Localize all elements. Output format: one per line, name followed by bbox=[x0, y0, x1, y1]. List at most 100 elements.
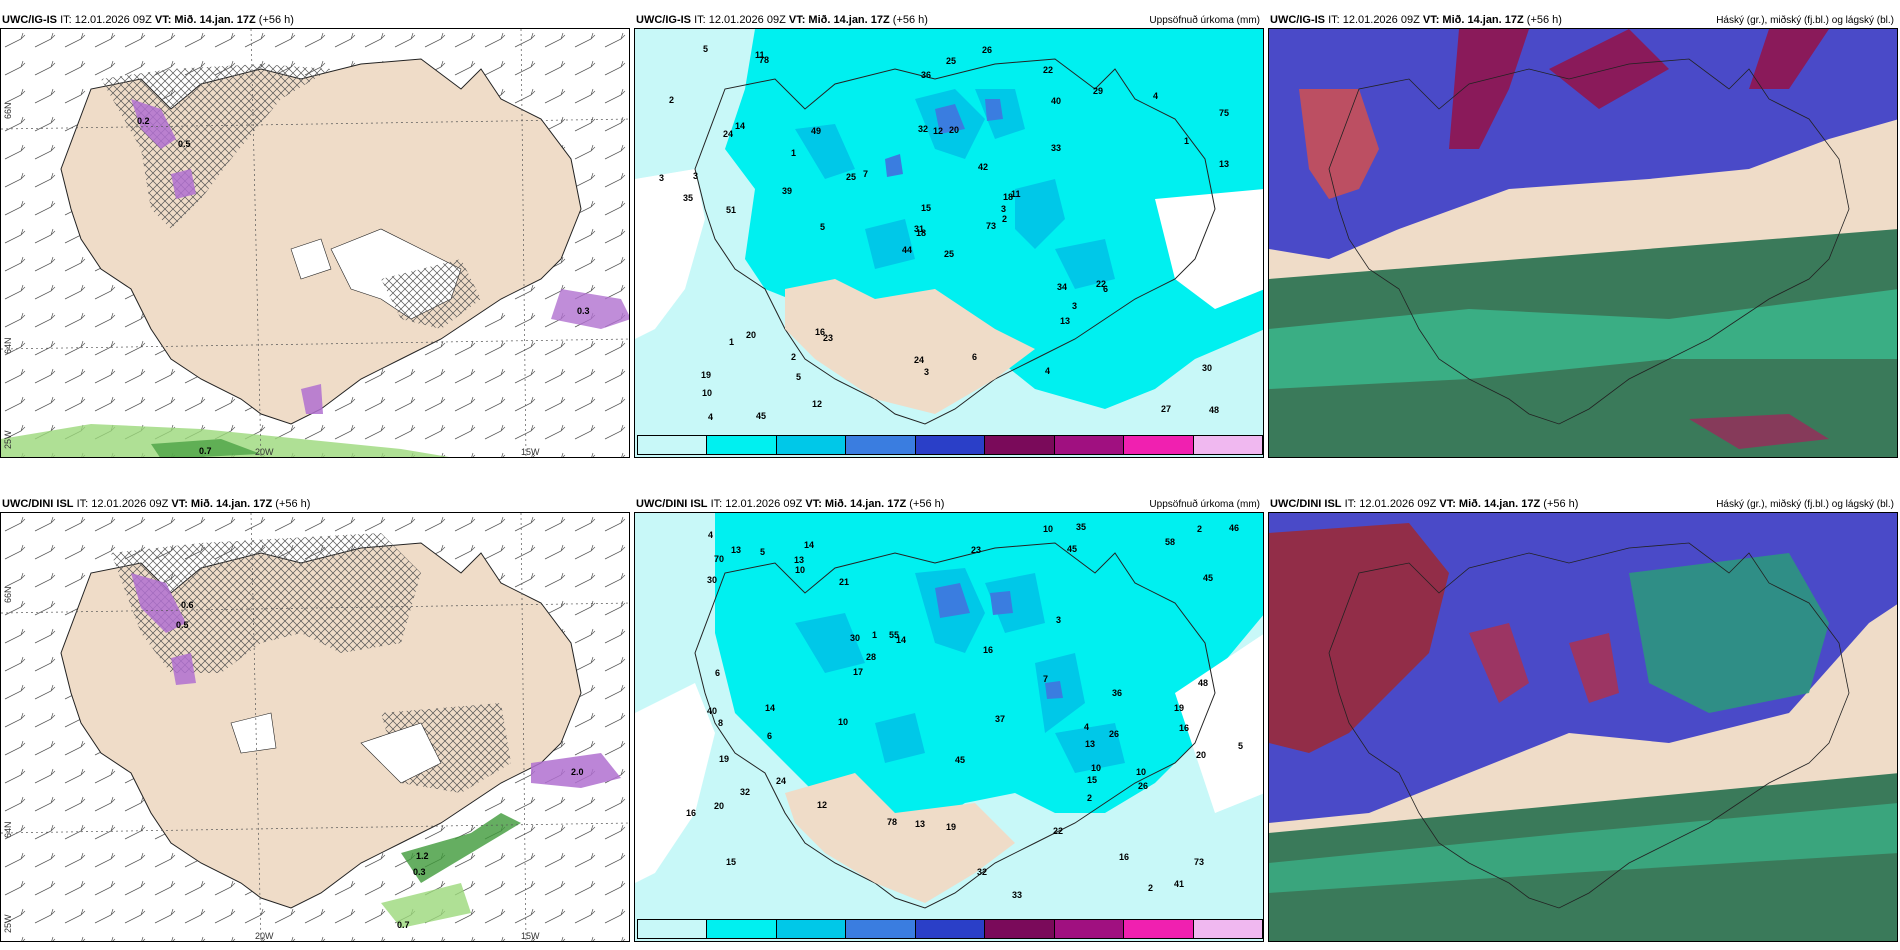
precip-value: 13 bbox=[1219, 159, 1229, 169]
precip-value: 23 bbox=[971, 545, 981, 555]
colorbar-swatch: 1 bbox=[638, 436, 708, 457]
panel-header: UWC/IG-IS IT: 12.01.2026 09Z VT: Mið. 14… bbox=[1270, 14, 1562, 26]
colorbar-tick: 200 bbox=[1124, 456, 1139, 457]
precip-values: 1316151414162045303330407073784845375524… bbox=[686, 522, 1243, 900]
precip-value: 11 bbox=[1011, 189, 1021, 199]
precip-value: 19 bbox=[701, 370, 711, 380]
precip-value: 32 bbox=[918, 124, 928, 134]
wind-map: 0.7 0.5 0.3 0.2 66N 64N 25W 20W 15W bbox=[0, 28, 630, 458]
colorbar-tick: 50 bbox=[846, 940, 856, 941]
colorbar-tick: 50 bbox=[846, 456, 856, 457]
colorbar-swatch: 75 bbox=[915, 436, 986, 457]
precip-value: 15 bbox=[921, 203, 931, 213]
precip-value: 36 bbox=[921, 70, 931, 80]
precip-value: 48 bbox=[1198, 678, 1208, 688]
wind-map-graphic: 0.7 2.0 0.5 0.6 0.3 1.2 bbox=[1, 513, 629, 941]
precip-value: 41 bbox=[1174, 879, 1184, 889]
precip-value: 37 bbox=[995, 714, 1005, 724]
precip-value: 13 bbox=[731, 545, 741, 555]
precip-value: 33 bbox=[1051, 143, 1061, 153]
colorbar-swatch: 200 bbox=[1124, 920, 1194, 941]
precip-value: 4 bbox=[1045, 366, 1050, 376]
precip-value: 10 bbox=[702, 388, 712, 398]
lon-label: 15W bbox=[521, 447, 540, 457]
precip-value: 44 bbox=[902, 245, 912, 255]
lon-label: 15W bbox=[521, 931, 540, 941]
colorbar-swatch: 50 bbox=[846, 436, 916, 457]
precip-value: 34 bbox=[1057, 282, 1067, 292]
precip-value: 17 bbox=[853, 667, 863, 677]
panel-header: UWC/IG-IS IT: 12.01.2026 09Z VT: Mið. 14… bbox=[2, 14, 294, 26]
precip-value: 46 bbox=[1229, 523, 1239, 533]
colorbar-tick: 10 bbox=[707, 456, 717, 457]
precip-value: 45 bbox=[756, 411, 766, 421]
precip-value: 8 bbox=[718, 718, 723, 728]
colorbar-tick: 1 bbox=[638, 940, 643, 941]
colorbar-tick: 25 bbox=[777, 940, 787, 941]
precip-value: 24 bbox=[776, 776, 786, 786]
precip-value: 4 bbox=[1153, 91, 1158, 101]
precip-value: 24 bbox=[914, 355, 924, 365]
precip-value: 5 bbox=[1238, 741, 1243, 751]
panel-header: UWC/DINI ISL IT: 12.01.2026 09Z VT: Mið.… bbox=[636, 498, 945, 510]
precip-map-graphic: 1316151414162045303330407073784845375524… bbox=[635, 513, 1263, 941]
wind-value: 0.5 bbox=[176, 620, 189, 630]
lon-label: 20W bbox=[255, 931, 274, 941]
precip-value: 5 bbox=[796, 372, 801, 382]
wind-value: 0.5 bbox=[178, 139, 191, 149]
precip-value: 75 bbox=[1219, 108, 1229, 118]
precip-value: 1 bbox=[791, 148, 796, 158]
lat-label: 64N bbox=[3, 821, 13, 838]
colorbar-swatch: 10 bbox=[707, 920, 777, 941]
lat-label: 66N bbox=[3, 102, 13, 119]
precip-title: Uppsöfnuð úrkoma (mm) bbox=[1149, 15, 1260, 26]
wind-value: 0.2 bbox=[137, 116, 150, 126]
precip-value: 10 bbox=[1136, 767, 1146, 777]
precip-value: 12 bbox=[933, 126, 943, 136]
precip-value: 13 bbox=[794, 555, 804, 565]
lon-label: 25W bbox=[3, 430, 13, 449]
precip-value: 31 bbox=[914, 224, 924, 234]
precip-value: 4 bbox=[708, 530, 713, 540]
cloud-title: Háský (gr.), miðský (fj.bl.) og lágský (… bbox=[1716, 499, 1894, 510]
lat-label: 64N bbox=[3, 337, 13, 354]
colorbar-swatch: 10 bbox=[707, 436, 777, 457]
precip-value: 25 bbox=[944, 249, 954, 259]
precip-value: 6 bbox=[1103, 284, 1108, 294]
cloud-map-graphic bbox=[1269, 29, 1897, 457]
precip-value: 16 bbox=[1119, 852, 1129, 862]
cloud-map bbox=[1268, 28, 1898, 458]
precip-value: 2 bbox=[1197, 524, 1202, 534]
precip-value: 45 bbox=[1067, 544, 1077, 554]
precip-value: 20 bbox=[714, 801, 724, 811]
precip-value: 51 bbox=[726, 205, 736, 215]
colorbar-swatch: 1 bbox=[638, 920, 708, 941]
precip-value: 5 bbox=[760, 547, 765, 557]
precip-value: 15 bbox=[726, 857, 736, 867]
precip-value: 1 bbox=[729, 337, 734, 347]
precip-value: 14 bbox=[896, 635, 906, 645]
colorbar-tick: 400 bbox=[1194, 456, 1209, 457]
precip-value: 26 bbox=[982, 45, 992, 55]
precip-value: 20 bbox=[949, 125, 959, 135]
precip-value: 48 bbox=[1209, 405, 1219, 415]
cloud-title: Háský (gr.), miðský (fj.bl.) og lágský (… bbox=[1716, 15, 1894, 26]
precip-value: 10 bbox=[795, 565, 805, 575]
precip-value: 78 bbox=[887, 817, 897, 827]
precip-value: 58 bbox=[1165, 537, 1175, 547]
precip-value: 25 bbox=[946, 56, 956, 66]
precip-value: 14 bbox=[735, 121, 745, 131]
colorbar-swatch: 25 bbox=[776, 920, 847, 941]
precip-value: 6 bbox=[972, 352, 977, 362]
precip-value: 33 bbox=[1012, 890, 1022, 900]
precip-colorbar: 1 10 25 50 75 100 150 200 400 bbox=[637, 435, 1263, 457]
precip-value: 78 bbox=[759, 55, 769, 65]
precip-value: 3 bbox=[693, 171, 698, 181]
lat-label: 66N bbox=[3, 586, 13, 603]
precip-value: 40 bbox=[1051, 96, 1061, 106]
colorbar-swatch: 25 bbox=[776, 436, 847, 457]
precip-value: 26 bbox=[1138, 781, 1148, 791]
precip-value: 35 bbox=[683, 193, 693, 203]
precip-value: 12 bbox=[817, 800, 827, 810]
precip-value: 5 bbox=[820, 222, 825, 232]
